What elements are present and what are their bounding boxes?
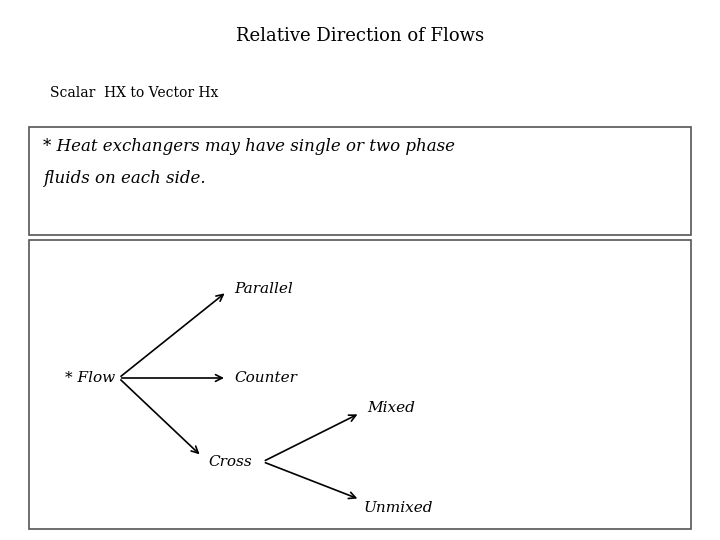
Text: fluids on each side.: fluids on each side.	[43, 170, 206, 187]
Text: * Flow: * Flow	[65, 371, 115, 385]
Text: Counter: Counter	[234, 371, 297, 385]
Text: * Heat exchangers may have single or two phase: * Heat exchangers may have single or two…	[43, 138, 455, 154]
Bar	[29, 127, 691, 235]
Text: Cross: Cross	[209, 455, 253, 469]
Text: Scalar  HX to Vector Hx: Scalar HX to Vector Hx	[50, 86, 219, 100]
Bar	[29, 240, 691, 529]
Text: Parallel: Parallel	[234, 282, 293, 296]
Text: Unmixed: Unmixed	[364, 501, 433, 515]
Text: Relative Direction of Flows: Relative Direction of Flows	[236, 27, 484, 45]
Text: Mixed: Mixed	[367, 401, 415, 415]
